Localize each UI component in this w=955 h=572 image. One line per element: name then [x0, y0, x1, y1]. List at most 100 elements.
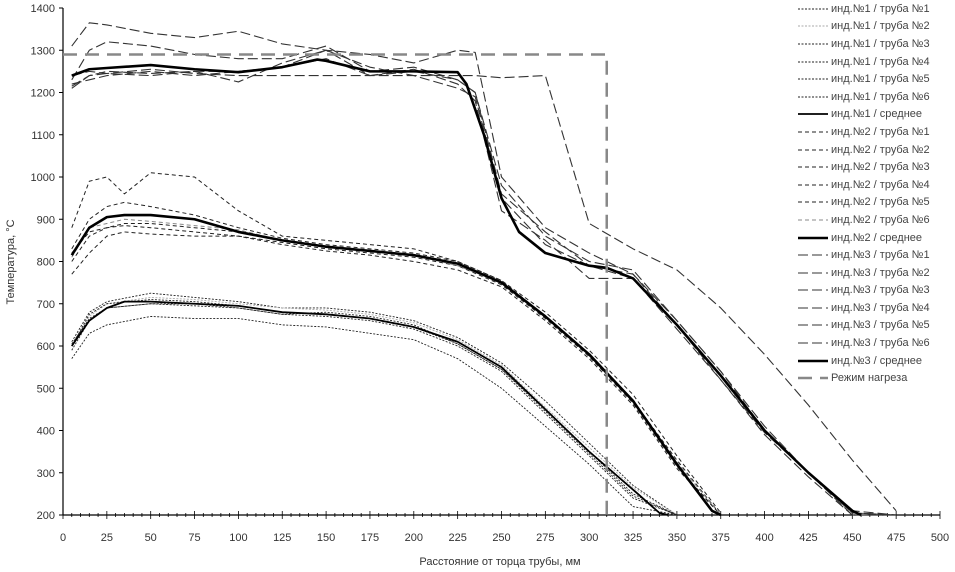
legend-item: инд.№2 / труба №5: [798, 194, 955, 212]
series-line-10: [71, 225, 722, 516]
legend-item: инд.№2 / среднее: [798, 229, 955, 247]
y-tick-label: 1000: [31, 172, 55, 184]
legend-swatch: [798, 324, 828, 327]
legend-item: инд.№3 / труба №4: [798, 299, 955, 317]
legend-swatch: [798, 96, 828, 98]
y-tick-label: 800: [37, 257, 55, 269]
legend-swatch: [798, 78, 828, 80]
series-line-15: [71, 68, 897, 512]
legend-label: инд.№3 / труба №5: [831, 319, 930, 332]
legend-swatch: [798, 8, 828, 10]
legend-label: инд.№1 / труба №4: [831, 55, 930, 68]
legend-item: инд.№2 / труба №2: [798, 141, 955, 159]
x-tick-label: 250: [492, 532, 510, 544]
x-tick-label: 475: [887, 532, 905, 544]
series-line-5: [71, 303, 678, 516]
legend-swatch: [798, 25, 828, 27]
legend-label: инд.№2 / труба №5: [831, 196, 930, 209]
y-tick-label: 1300: [31, 45, 55, 57]
legend-swatch: [798, 272, 828, 274]
y-tick-label: 900: [37, 214, 55, 226]
y-tick-label: 600: [37, 341, 55, 353]
legend-label: инд.№1 / труба №3: [831, 37, 930, 50]
legend-label: инд.№3 / труба №6: [831, 337, 930, 350]
legend: инд.№1 / труба №1 инд.№1 / труба №2 инд.№1…: [798, 0, 955, 387]
legend-label: инд.№1 / труба №2: [831, 20, 930, 33]
series-line-4: [71, 299, 678, 516]
legend-item: инд.№3 / труба №1: [798, 246, 955, 264]
series-line-2: [71, 315, 677, 516]
series-line-14: [71, 22, 897, 516]
x-tick-label: 425: [799, 532, 817, 544]
legend-swatch: [798, 254, 828, 256]
legend-item: инд.№1 / труба №6: [798, 88, 955, 106]
legend-label: инд.№2 / труба №4: [831, 178, 930, 191]
legend-label: инд.№2 / труба №3: [831, 161, 930, 174]
legend-swatch: [798, 289, 828, 291]
y-tick-label: 1400: [31, 3, 55, 15]
legend-label: инд.№2 / труба №6: [831, 213, 930, 226]
legend-label: инд.№3 / труба №2: [831, 266, 930, 279]
legend-swatch: [798, 377, 828, 380]
y-tick-label: 300: [37, 468, 55, 480]
legend-swatch: [798, 236, 828, 239]
x-tick-label: 100: [229, 532, 247, 544]
legend-item: инд.№3 / труба №5: [798, 317, 955, 335]
legend-label: инд.№3 / труба №3: [831, 284, 930, 297]
x-tick-label: 400: [755, 532, 773, 544]
legend-swatch: [798, 342, 828, 344]
x-tick-label: 50: [145, 532, 157, 544]
series-line-8: [71, 222, 722, 516]
y-tick-label: 1200: [31, 88, 55, 100]
x-tick-label: 125: [273, 532, 291, 544]
legend-item: инд.№3 / труба №3: [798, 282, 955, 300]
legend-item: инд.№1 / труба №2: [798, 18, 955, 36]
x-tick-label: 175: [361, 532, 379, 544]
series-line-6: [71, 300, 669, 516]
x-tick-label: 225: [448, 532, 466, 544]
y-tick-label: 200: [37, 510, 55, 522]
series-line-13: [70, 213, 722, 517]
legend-swatch: [798, 131, 828, 133]
series-line-21: [63, 53, 608, 515]
legend-item: инд.№3 / среднее: [798, 352, 955, 370]
legend-item: инд.№2 / труба №6: [798, 211, 955, 229]
y-tick-label: 700: [37, 299, 55, 311]
x-tick-label: 450: [843, 532, 861, 544]
legend-swatch: [798, 61, 828, 63]
legend-swatch: [798, 307, 828, 309]
series-line-19: [71, 58, 897, 516]
x-tick-label: 500: [931, 532, 949, 544]
legend-label: инд.№2 / среднее: [831, 231, 923, 244]
legend-swatch: [798, 219, 828, 221]
legend-label: инд.№2 / труба №2: [831, 143, 930, 156]
series-line-20: [71, 58, 862, 517]
legend-item: инд.№1 / труба №5: [798, 70, 955, 88]
legend-item: инд.№1 / труба №4: [798, 53, 955, 71]
legend-item: Режим нагреза: [798, 369, 955, 387]
series-line-9: [71, 231, 722, 516]
x-tick-label: 150: [317, 532, 335, 544]
y-tick-label: 1100: [31, 130, 55, 142]
x-tick-label: 350: [668, 532, 686, 544]
legend-label: инд.№1 / среднее: [831, 108, 923, 121]
legend-item: инд.№1 / труба №3: [798, 35, 955, 53]
legend-swatch: [798, 166, 828, 168]
legend-label: инд.№3 / труба №1: [831, 249, 930, 262]
legend-label: инд.№1 / труба №1: [831, 2, 930, 15]
legend-item: инд.№1 / среднее: [798, 106, 955, 124]
legend-label: инд.№2 / труба №1: [831, 125, 930, 138]
series-line-17: [71, 49, 897, 516]
x-tick-label: 300: [580, 532, 598, 544]
series-line-12: [71, 218, 722, 516]
legend-swatch: [798, 359, 828, 362]
series-line-11: [71, 201, 722, 514]
series-line-3: [71, 303, 678, 516]
legend-swatch: [798, 113, 828, 116]
x-tick-label: 275: [536, 532, 554, 544]
series-line-0: [71, 292, 678, 516]
series-line-7: [71, 172, 722, 516]
legend-swatch: [798, 184, 828, 186]
